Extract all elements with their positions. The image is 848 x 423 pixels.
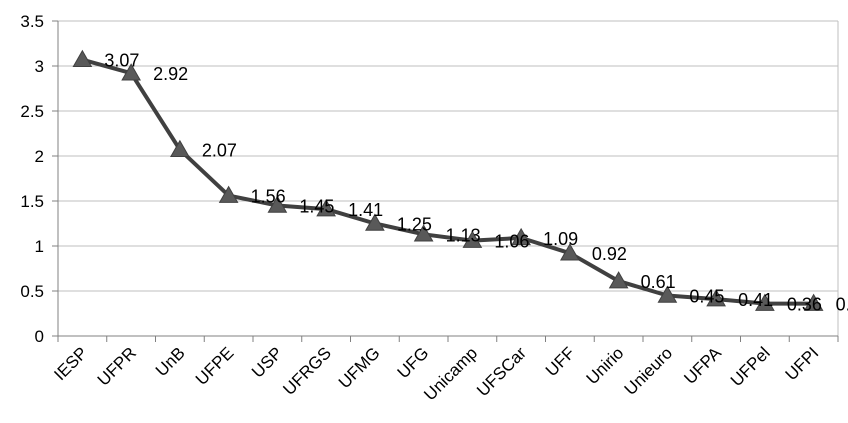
- data-label: 0.36: [787, 295, 822, 315]
- data-label: 1.45: [299, 197, 334, 217]
- x-tick-label: UFG: [394, 343, 433, 382]
- data-point-marker: [413, 224, 434, 242]
- x-tick-label: UFPel: [727, 343, 774, 390]
- data-label: 0.36: [836, 295, 848, 315]
- data-label: 1.06: [494, 232, 529, 252]
- data-point-marker: [803, 293, 824, 311]
- y-tick-label: 1.5: [20, 192, 44, 211]
- y-tick-label: 2: [35, 147, 44, 166]
- data-label: 0.92: [592, 244, 627, 264]
- data-point-marker: [170, 139, 190, 157]
- data-label: 0.61: [641, 272, 676, 292]
- data-point-marker: [755, 293, 775, 311]
- y-tick-label: 2.5: [20, 102, 44, 121]
- data-labels: 3.07 2.92 2.07 1.56 1.45 1.41 1.25 1.13 1.06 1.09…: [104, 51, 848, 315]
- x-tick-label: UFPR: [94, 343, 140, 389]
- data-point-marker: [267, 195, 288, 213]
- y-tick-label: 3: [35, 57, 44, 76]
- x-tick-label: Unieuro: [621, 343, 677, 399]
- data-label: 2.07: [202, 141, 237, 161]
- data-label: 1.09: [543, 229, 578, 249]
- data-label: 0.45: [689, 287, 724, 307]
- x-tick-label: IESP: [50, 343, 91, 384]
- data-point-marker: [316, 199, 336, 217]
- x-tick-label: Unicamp: [420, 343, 481, 404]
- x-tick-label: UFMG: [335, 343, 384, 392]
- data-label: 0.41: [738, 290, 773, 310]
- y-axis-ticks: 0 0.5 1 1.5 2 2.5 3 3.5: [20, 12, 44, 346]
- series-line-group: [81, 57, 814, 306]
- data-point-marker: [706, 289, 726, 307]
- x-tick-label: UFPA: [680, 343, 725, 388]
- x-tick-label: Unirio: [583, 343, 628, 388]
- y-tick-label: 1: [35, 237, 44, 256]
- x-tick-label: UFRGS: [279, 343, 335, 399]
- x-tick-label: UFSCar: [473, 343, 530, 400]
- data-label: 1.41: [348, 200, 383, 220]
- data-point-marker: [511, 227, 531, 246]
- y-tick-label: 0.5: [20, 282, 44, 301]
- data-label: 1.13: [446, 225, 481, 245]
- series-markers: [72, 49, 824, 311]
- data-point-marker: [218, 185, 239, 203]
- data-label: 1.25: [397, 215, 432, 235]
- x-tick-label: UnB: [152, 343, 189, 380]
- data-point-marker: [121, 63, 141, 81]
- y-tick-label: 3.5: [20, 12, 44, 31]
- x-tick-label: UFPE: [192, 343, 237, 388]
- data-label: 2.92: [153, 64, 188, 84]
- data-point-marker: [365, 213, 385, 231]
- data-point-marker: [657, 285, 678, 303]
- data-label: 1.56: [251, 187, 286, 207]
- x-tick-label: UFPI: [782, 343, 823, 384]
- y-tick-label: 0: [35, 327, 44, 346]
- data-point-marker: [462, 230, 483, 248]
- data-point-marker: [560, 243, 580, 261]
- x-tick-label: UFF: [542, 343, 579, 380]
- gridlines: [52, 20, 839, 342]
- series-line: [81, 57, 814, 306]
- data-point-marker: [72, 49, 93, 67]
- x-tick-label: USP: [248, 343, 286, 381]
- data-point-marker: [608, 271, 629, 289]
- data-label: 3.07: [104, 51, 139, 71]
